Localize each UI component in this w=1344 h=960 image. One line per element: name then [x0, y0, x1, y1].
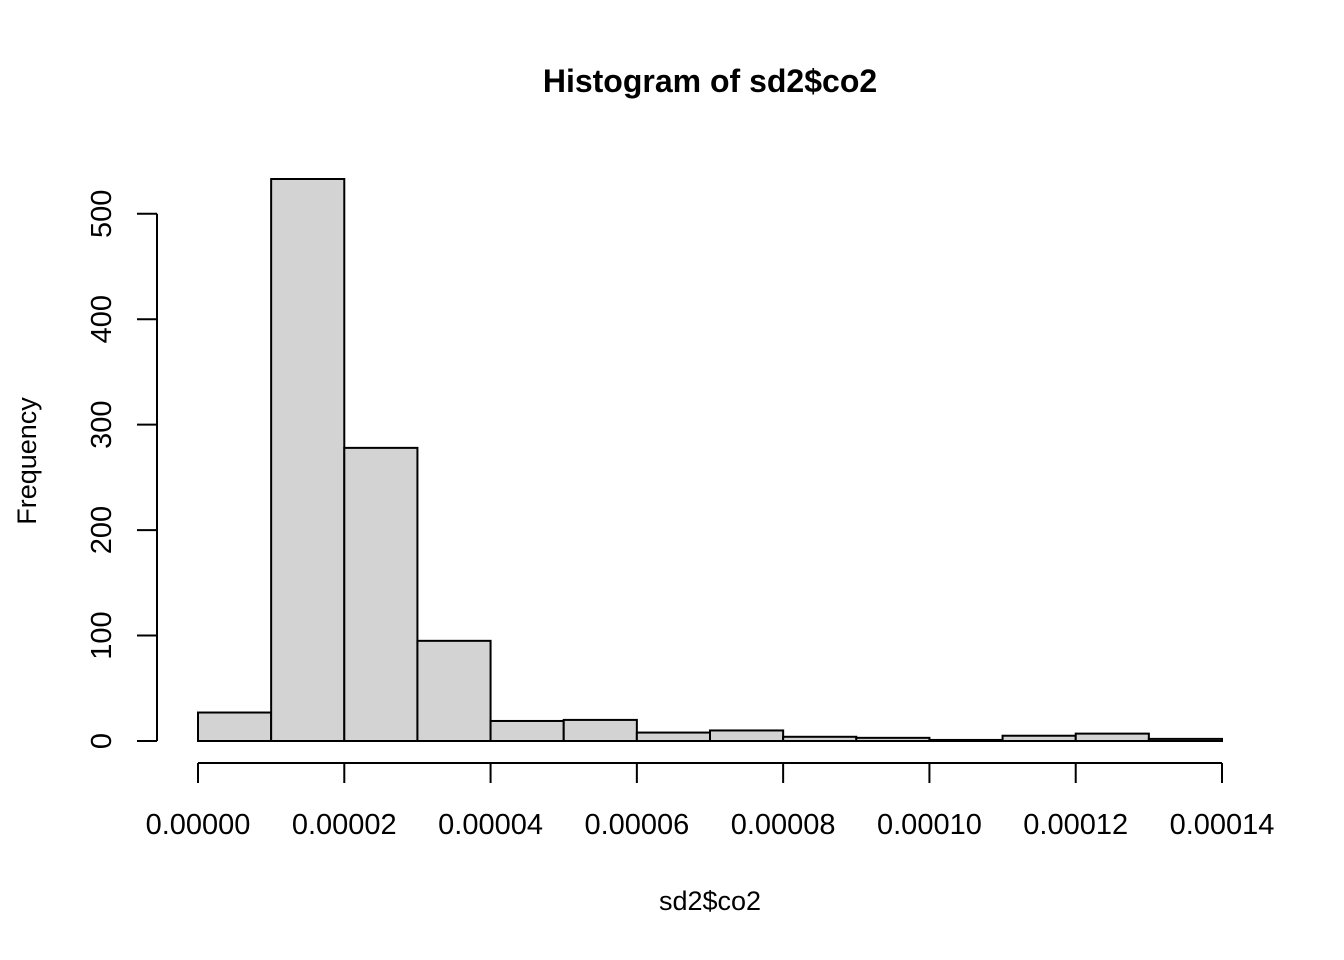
y-tick-label: 0	[86, 733, 118, 749]
histogram-bar	[782, 735, 858, 742]
x-tick-label: 0.00014	[1170, 809, 1275, 841]
histogram-bar	[416, 639, 492, 742]
x-axis: 0.00000 0.00002 0.00004 0.00006 0.00008 0.000…	[146, 762, 1275, 841]
histogram-bar	[709, 729, 785, 743]
y-axis: 0 100 200 300 400 500	[86, 190, 158, 749]
x-tick-label: 0.00004	[438, 809, 543, 841]
y-tick-label: 500	[86, 190, 118, 238]
x-tick-label: 0.00006	[584, 809, 689, 841]
histogram-bar	[855, 736, 931, 743]
chart-title: Histogram of sd2$co2	[543, 63, 877, 99]
histogram-bar	[1001, 734, 1077, 743]
y-tick-label: 300	[86, 400, 118, 448]
histogram-bar	[635, 731, 711, 743]
histogram-bar	[489, 719, 565, 743]
x-tick-label: 0.00010	[877, 809, 982, 841]
y-tick-label: 400	[86, 295, 118, 343]
y-tick-label: 200	[86, 506, 118, 554]
x-axis-label: sd2$co2	[659, 886, 761, 916]
x-tick-label: 0.00012	[1023, 809, 1128, 841]
bars-group	[197, 178, 1224, 743]
histogram-bar	[928, 738, 1004, 743]
histogram-bar	[270, 178, 346, 742]
histogram-bar	[343, 446, 419, 742]
y-tick-label: 100	[86, 611, 118, 659]
histogram-bar	[562, 718, 638, 742]
histogram-bar	[1147, 737, 1224, 742]
x-tick-label: 0.00002	[292, 809, 397, 841]
histogram-bar	[197, 711, 273, 742]
x-tick-label: 0.00008	[731, 809, 836, 841]
histogram-bar	[1074, 732, 1150, 743]
x-tick-label: 0.00000	[146, 809, 251, 841]
y-axis-label: Frequency	[12, 397, 42, 525]
